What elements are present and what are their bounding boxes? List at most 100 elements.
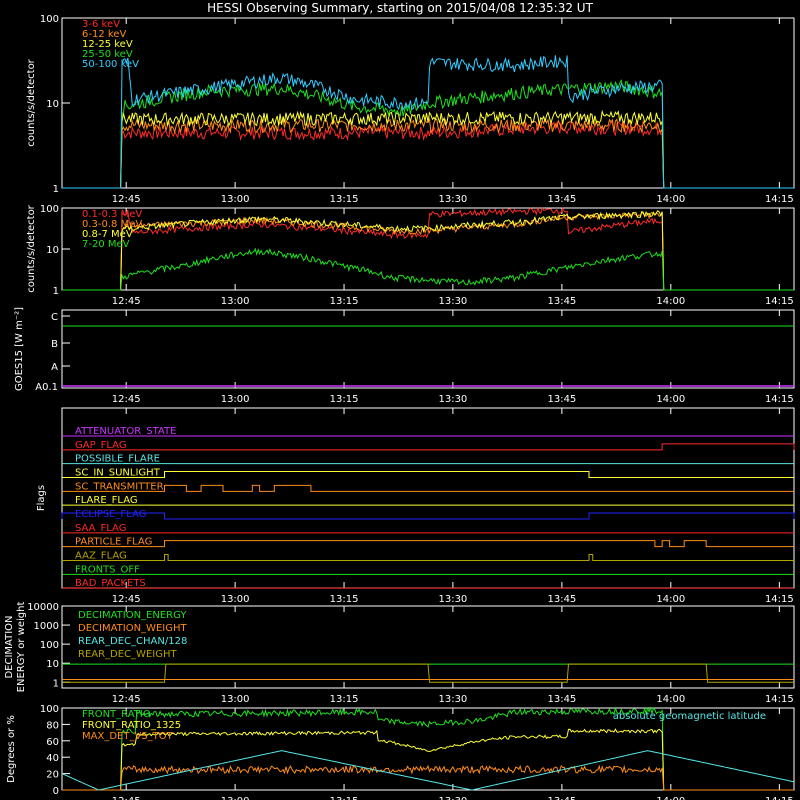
panel-1-frame [61,207,795,291]
panel-2-xtick-label: 14:00 [656,394,685,405]
flag-label-4: SC_TRANSMITTER [75,481,164,492]
panel-1-legend-1: 0.3-0.8 MeV [82,219,142,230]
panel-4-xtick-label: 14:15 [765,694,794,705]
flag-label-11: BAD_PACKETS [75,578,146,589]
panel-3-xtick-label: 14:00 [656,594,685,605]
panel-4-legend-3: REAR_DEC_WEIGHT [78,649,177,660]
panel-0-ytick-label: 100 [40,14,59,25]
panel-1-series-3 [62,247,794,291]
panel-4-ylabel-line2: ENERGY or weight [16,602,27,693]
panel-2-xtick-label: 13:00 [221,394,250,405]
panel-0-xtick-label: 13:45 [547,194,576,205]
panel-5-ylabel: Degrees or % [6,715,17,783]
panel-0-ylabel: counts/s/detector [26,58,37,146]
panel-5-series-3 [61,750,795,791]
panel-0-legend-4: 50-100 keV [82,59,139,70]
flag-label-5: FLARE_FLAG [75,495,138,506]
panel-5-series-2 [62,764,794,791]
panel-0-xtick-label: 14:15 [765,194,794,205]
panel-5-ytick-label: 20 [46,770,59,781]
panel-2-xtick-label: 14:15 [765,394,794,405]
panel-4-xtick-label: 12:45 [112,694,141,705]
flag-line-4 [62,484,794,492]
panel-1-xtick-label: 14:00 [656,296,685,307]
flag-label-3: SC_IN_SUNLIGHT [75,468,161,479]
panel-2-xtick-label: 13:15 [330,394,359,405]
flag-label-10: FRONTS_OFF [75,564,140,575]
panel-3-xtick-label: 12:45 [112,594,141,605]
panel-1-xtick-label: 13:30 [438,296,467,307]
flag-label-6: ECLIPSE_FLAG [75,509,146,520]
panel-3-xtick-label: 13:45 [547,594,576,605]
panel-2-xtick-label: 13:30 [438,394,467,405]
panel-1-series-2 [62,209,794,291]
flag-label-1: GAP_FLAG [75,440,127,451]
panel-2-ytick-label: A [51,362,58,373]
panel-4-ytick-label: 10 [46,659,59,670]
panel-4-legend-0: DECIMATION_ENERGY [78,610,187,621]
panel-4-legend-1: DECIMATION_WEIGHT [78,623,187,634]
panel-5-xtick-label: 13:45 [547,796,576,800]
panel-3-xtick-label: 13:30 [438,594,467,605]
panel-0-xtick-label: 12:45 [112,194,141,205]
panel-5-xtick-label: 13:00 [221,796,250,800]
panel-2-ytick-label: B [51,339,58,350]
flag-label-0: ATTENUATOR_STATE [75,426,176,437]
panel-5-ytick-label: 0 [53,786,59,797]
panel-0-xtick-label: 13:15 [330,194,359,205]
panel-3-xtick-label: 13:00 [221,594,250,605]
panel-0-ytick-label: 10 [46,99,59,110]
panel-5-ytick-label: 80 [46,720,59,731]
panel-3-ylabel: Flags [36,485,47,511]
flag-line-1 [62,443,795,451]
panel-0-series-4 [62,55,794,189]
panel-1-ytick-label: 1 [53,286,59,297]
panel-4-xtick-label: 13:45 [547,694,576,705]
panel-0-series-0 [62,120,794,189]
panel-2-ytick-label: C [51,312,58,323]
panel-0-legend-1: 6-12 keV [82,29,126,40]
panel-4-ytick-label: 1000 [34,621,59,632]
panel-2-frame [61,309,795,389]
flag-label-7: SAA_FLAG [75,523,126,534]
flag-label-9: AAZ_FLAG [75,551,127,562]
panel-0-ytick-label: 1 [53,184,59,195]
panel-4-ytick-label: 10000 [27,602,59,613]
panel-5-legend-2: MAX_DET_VS_TOT [82,731,174,742]
panel-4-xtick-label: 13:30 [438,694,467,705]
panel-3-xtick-label: 13:15 [330,594,359,605]
flag-line-6 [61,512,795,520]
flag-label-2: POSSIBLE_FLARE [75,454,160,465]
panel-0-legend-3: 25-50 keV [82,49,133,60]
panel-0-series-1 [62,117,794,189]
panel-2-xtick-label: 13:45 [547,394,576,405]
panel-5-frame [61,707,795,791]
flag-line-9 [62,554,794,561]
panel-1-xtick-label: 13:15 [330,296,359,307]
panel-5-ytick-label: 40 [46,753,59,764]
flag-label-8: PARTICLE_FLAG [75,537,152,548]
panel-5-legend-0: FRONT_RATIO [82,709,151,720]
panel-0-xtick-label: 14:00 [656,194,685,205]
panel-1-legend-0: 0.1-0.3 MeV [82,209,142,220]
panel-5-ytick-label: 60 [46,737,59,748]
panel-4-xtick-label: 13:00 [221,694,250,705]
panel-0-xtick-label: 13:00 [221,194,250,205]
panel-5-xtick-label: 12:45 [112,796,141,800]
panel-5-xtick-label: 13:30 [438,796,467,800]
panel-4-frame [61,605,795,689]
panel-1-legend-3: 7-20 MeV [82,239,130,250]
panel-1-ytick-label: 100 [40,204,59,215]
panel-1-ylabel: counts/s/detector [26,204,37,292]
panel-0-legend-0: 3-6 keV [82,19,120,30]
panel-4-xtick-label: 13:15 [330,694,359,705]
panel-1-ytick-label: 10 [46,245,59,256]
panel-4-ytick-label: 100 [40,640,59,651]
flag-line-3 [62,471,794,478]
panel-1-xtick-label: 14:15 [765,296,794,307]
panel-4-series-3 [62,663,794,683]
panel-1-xtick-label: 13:00 [221,296,250,307]
panel-1-xtick-label: 12:45 [112,296,141,307]
panel-2-xtick-label: 12:45 [112,394,141,405]
